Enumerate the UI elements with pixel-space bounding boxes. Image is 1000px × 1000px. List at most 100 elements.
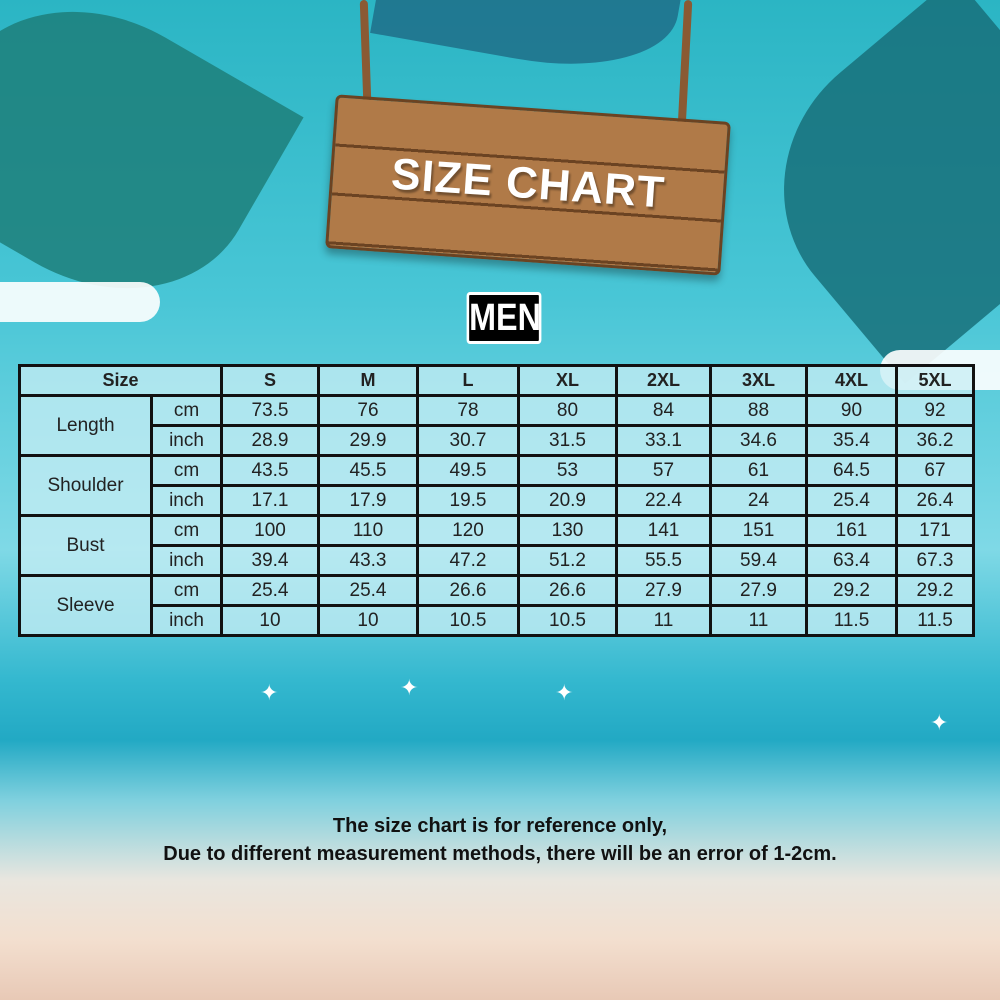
header-row: Size S M L XL 2XL 3XL 4XL 5XL — [18, 364, 975, 397]
table-cell: 33.1 — [615, 424, 712, 457]
note-line-2: Due to different measurement methods, th… — [163, 843, 837, 865]
note-line-1: The size chart is for reference only, — [332, 815, 668, 837]
table-cell: 78 — [416, 394, 520, 427]
table-cell: 29.2 — [895, 574, 975, 607]
table-cell: 36.2 — [895, 424, 975, 457]
table-cell: 57 — [615, 454, 712, 487]
unit-label: cm — [150, 454, 223, 487]
table-cell: 84 — [615, 394, 712, 427]
table-cell: 161 — [805, 514, 898, 547]
table-cell: 67 — [895, 454, 975, 487]
table-row: inch 17.1 17.9 19.5 20.9 22.4 24 25.4 26.4 — [20, 484, 975, 517]
table-cell: 29.9 — [317, 424, 419, 457]
unit-label: inch — [150, 544, 223, 577]
table-cell: 10 — [220, 604, 320, 637]
measurement-label: Sleeve — [18, 574, 153, 637]
section-label: MEN — [466, 292, 542, 344]
table-cell: 92 — [895, 394, 975, 427]
table-cell: 61 — [709, 454, 808, 487]
table-cell: 76 — [317, 394, 419, 427]
table-row: Shoulder cm 43.5 45.5 49.5 53 57 61 64.5 67 — [18, 454, 975, 517]
size-header-5xl: 5XL — [895, 364, 975, 397]
size-header-xl: XL — [517, 364, 618, 397]
table-cell: 39.4 — [220, 544, 320, 577]
size-header-m: M — [317, 364, 419, 397]
unit-label: inch — [150, 604, 223, 637]
table-cell: 90 — [805, 394, 898, 427]
table-cell: 151 — [709, 514, 808, 547]
table-cell: 43.3 — [317, 544, 419, 577]
table-cell: 53 — [517, 454, 618, 487]
table-cell: 31.5 — [517, 424, 618, 457]
table-row: inch 28.9 29.9 30.7 31.5 33.1 34.6 35.4 36.2 — [20, 424, 975, 457]
table-row: Sleeve cm 25.4 25.4 26.6 26.6 27.9 27.9 29.2 29.2 — [18, 574, 975, 637]
wooden-sign: SIZE CHART — [325, 94, 731, 276]
table-cell: 47.2 — [416, 544, 520, 577]
table-cell: 26.6 — [517, 574, 618, 607]
palm-leaf-decoration — [725, 0, 1000, 384]
table-cell: 10.5 — [517, 604, 618, 637]
sparkle-icon: ✦ — [400, 675, 419, 700]
unit-label: cm — [150, 394, 223, 427]
table-cell: 29.2 — [805, 574, 898, 607]
table-cell: 45.5 — [317, 454, 419, 487]
table-cell: 25.4 — [805, 484, 898, 517]
table-cell: 67.3 — [895, 544, 975, 577]
table-row: Length cm 73.5 76 78 80 84 88 90 92 — [18, 394, 975, 457]
table-cell: 25.4 — [220, 574, 320, 607]
size-header-l: L — [416, 364, 520, 397]
table-cell: 11 — [615, 604, 712, 637]
table-cell: 26.4 — [895, 484, 975, 517]
table-row: inch 10 10 10.5 10.5 11 11 11.5 11.5 — [20, 604, 975, 637]
table-cell: 27.9 — [615, 574, 712, 607]
table-row: Bust cm 100 110 120 130 141 151 161 171 — [18, 514, 975, 577]
table-cell: 20.9 — [517, 484, 618, 517]
sign-title: SIZE CHART — [389, 149, 667, 218]
size-header: Size — [18, 364, 223, 397]
unit-label: inch — [150, 424, 223, 457]
table-cell: 19.5 — [416, 484, 520, 517]
table-cell: 43.5 — [220, 454, 320, 487]
table-cell: 63.4 — [805, 544, 898, 577]
table-cell: 88 — [709, 394, 808, 427]
table-cell: 10 — [317, 604, 419, 637]
table-cell: 26.6 — [416, 574, 520, 607]
size-header-3xl: 3XL — [709, 364, 808, 397]
table-cell: 30.7 — [416, 424, 520, 457]
size-header-s: S — [220, 364, 320, 397]
palm-leaf-decoration — [370, 0, 690, 85]
sparkle-icon: ✦ — [260, 680, 279, 705]
table-cell: 11.5 — [895, 604, 975, 637]
table-cell: 64.5 — [805, 454, 898, 487]
unit-label: cm — [150, 514, 223, 547]
table-cell: 25.4 — [317, 574, 419, 607]
sparkle-icon: ✦ — [555, 680, 574, 705]
size-header-2xl: 2XL — [615, 364, 712, 397]
table-row: inch 39.4 43.3 47.2 51.2 55.5 59.4 63.4 67.3 — [20, 544, 975, 577]
table-cell: 49.5 — [416, 454, 520, 487]
measurement-label: Shoulder — [18, 454, 153, 517]
disclaimer-note: The size chart is for reference only, Du… — [0, 812, 1000, 868]
cloud-decoration — [0, 282, 160, 322]
sparkle-icon: ✦ — [930, 710, 949, 735]
table-cell: 55.5 — [615, 544, 712, 577]
table-cell: 51.2 — [517, 544, 618, 577]
table-cell: 17.9 — [317, 484, 419, 517]
measurement-label: Length — [18, 394, 153, 457]
table-cell: 34.6 — [709, 424, 808, 457]
table-cell: 10.5 — [416, 604, 520, 637]
table-cell: 35.4 — [805, 424, 898, 457]
table-cell: 11 — [709, 604, 808, 637]
unit-label: cm — [150, 574, 223, 607]
size-header-4xl: 4XL — [805, 364, 898, 397]
table-cell: 80 — [517, 394, 618, 427]
size-chart-table: Size S M L XL 2XL 3XL 4XL 5XL Length cm 73.5 76 78 80 8… — [18, 364, 975, 637]
table-cell: 141 — [615, 514, 712, 547]
table-cell: 11.5 — [805, 604, 898, 637]
table-cell: 27.9 — [709, 574, 808, 607]
table-cell: 171 — [895, 514, 975, 547]
table-cell: 59.4 — [709, 544, 808, 577]
table-cell: 73.5 — [220, 394, 320, 427]
table-cell: 130 — [517, 514, 618, 547]
table-cell: 120 — [416, 514, 520, 547]
